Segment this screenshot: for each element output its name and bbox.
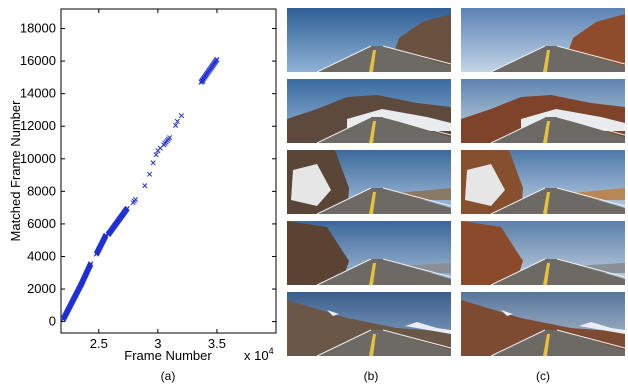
caption-c: (c)	[536, 369, 550, 383]
x-axis-label: Frame Number	[124, 348, 212, 363]
scatter-marks	[60, 56, 220, 322]
scatter-point	[124, 205, 130, 212]
road-snowy-peaks-scene-c	[461, 292, 625, 356]
y-tick-label: 6000	[27, 216, 56, 231]
y-tick-label: 18000	[20, 21, 56, 36]
scatter-point	[173, 122, 179, 128]
road-snowbank-scene-c	[461, 79, 625, 143]
scatter-point	[150, 160, 156, 166]
scatter-point	[178, 113, 185, 119]
road-snow-cliff-scene-b	[287, 150, 451, 214]
road-mountain-scene-c	[461, 8, 625, 72]
scatter-chart: 0 2000 4000 6000 8000 10000 12000 14000 16000 180…	[8, 8, 277, 363]
scatter-point	[132, 196, 138, 203]
road-rocky-slope-scene-c	[461, 221, 625, 285]
road-snow-cliff-scene-c	[461, 150, 625, 214]
plot-area	[60, 8, 277, 334]
caption-a: (a)	[160, 369, 176, 383]
y-tick-label: 4000	[27, 248, 56, 263]
scatter-point	[88, 261, 94, 267]
road-snowbank-scene-b	[287, 79, 451, 143]
y-tick-label: 16000	[20, 53, 56, 68]
y-tick-label: 8000	[27, 183, 56, 198]
road-rocky-slope-scene-b	[287, 221, 451, 285]
scatter-point	[153, 152, 159, 158]
scatter-point	[142, 183, 148, 189]
caption-b: (b)	[363, 369, 379, 383]
y-axis-label: Matched Frame Number	[8, 100, 23, 242]
y-tick-label: 0	[49, 314, 56, 329]
scatter-point	[174, 118, 180, 124]
scatter-point	[157, 145, 163, 151]
x-tick-label: 3.5	[208, 336, 226, 351]
scatter-point	[167, 135, 173, 141]
x-axis-multiplier: x 104	[244, 346, 274, 363]
x-tick-label: 2.5	[90, 336, 108, 351]
scatter-point	[147, 171, 153, 177]
road-mountain-scene-b	[287, 8, 451, 72]
y-tick-label: 12000	[20, 118, 56, 133]
axis-ticks: 0 2000 4000 6000 8000 10000 12000 14000 16000 180…	[20, 9, 276, 351]
x-tick-label: 3	[154, 336, 161, 351]
y-tick-label: 2000	[27, 281, 56, 296]
y-tick-label: 14000	[20, 86, 56, 101]
scatter-point	[200, 78, 206, 85]
y-tick-label: 10000	[20, 151, 56, 166]
scatter-point	[214, 56, 220, 63]
road-snowy-peaks-scene-b	[287, 292, 451, 356]
